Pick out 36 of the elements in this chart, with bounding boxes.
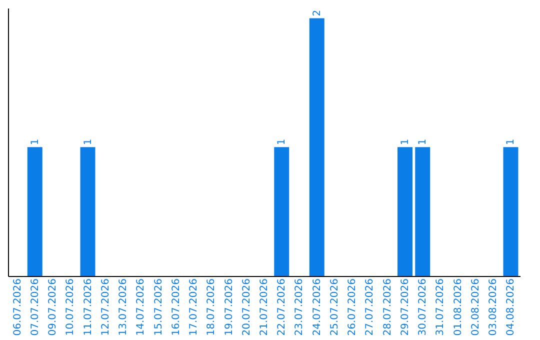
x-tick-label: 10.07.2026 bbox=[65, 278, 76, 336]
x-tick-label: 15.07.2026 bbox=[153, 278, 164, 336]
x-tick-label: 03.08.2026 bbox=[488, 278, 500, 336]
x-tick-label: 09.07.2026 bbox=[48, 278, 59, 336]
x-tick-label: 27.07.2026 bbox=[364, 278, 376, 336]
x-tick-label: 18.07.2026 bbox=[206, 278, 218, 336]
data-label: 1 bbox=[276, 138, 288, 146]
data-label: 1 bbox=[82, 138, 94, 146]
x-tick-label: 04.08.2026 bbox=[506, 278, 517, 336]
x-tick-label: 26.07.2026 bbox=[347, 278, 358, 336]
x-tick-label: 14.07.2026 bbox=[136, 278, 147, 336]
x-tick-label: 22.07.2026 bbox=[276, 278, 288, 336]
data-label: 1 bbox=[506, 138, 517, 146]
x-tick-label: 20.07.2026 bbox=[241, 278, 252, 336]
x-tick-label: 12.07.2026 bbox=[100, 278, 112, 336]
x-tick-label: 02.08.2026 bbox=[470, 278, 482, 336]
x-tick-label: 29.07.2026 bbox=[400, 278, 411, 336]
data-label: 2 bbox=[312, 10, 323, 16]
x-tick-label: 07.07.2026 bbox=[30, 278, 41, 336]
x-tick-label: 16.07.2026 bbox=[170, 278, 182, 336]
x-tick-label: 23.07.2026 bbox=[294, 278, 306, 336]
x-tick-label: 28.07.2026 bbox=[382, 278, 394, 336]
x-tick-label: 31.07.2026 bbox=[435, 278, 446, 336]
data-label: 1 bbox=[418, 138, 429, 146]
x-tick-label: 24.07.2026 bbox=[312, 278, 323, 336]
x-tick-label: 01.08.2026 bbox=[452, 278, 464, 336]
x-tick-label: 19.07.2026 bbox=[224, 278, 235, 336]
data-label: 1 bbox=[30, 138, 41, 146]
x-tick-label: 21.07.2026 bbox=[259, 278, 270, 336]
x-tick-label: 11.07.2026 bbox=[82, 278, 94, 336]
data-label: 1 bbox=[400, 138, 411, 146]
x-tick-label: 06.07.2026 bbox=[12, 278, 24, 336]
x-tick-label: 30.07.2026 bbox=[418, 278, 429, 336]
x-tick-label: 17.07.2026 bbox=[188, 278, 200, 336]
x-tick-label: 13.07.2026 bbox=[118, 278, 129, 336]
x-tick-label: 25.07.2026 bbox=[330, 278, 340, 336]
